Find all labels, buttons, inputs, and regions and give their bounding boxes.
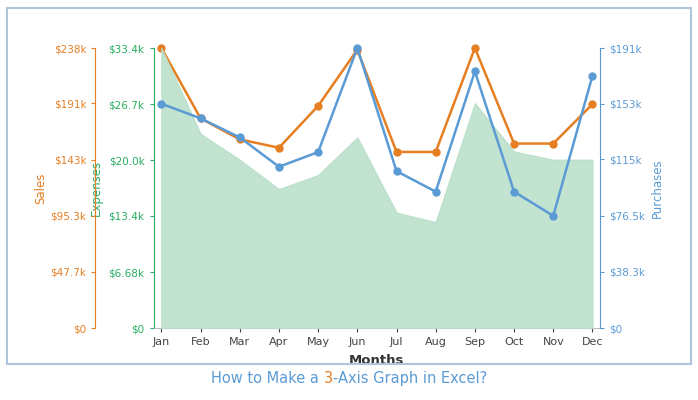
X-axis label: Months: Months xyxy=(349,354,405,367)
Y-axis label: Expenses: Expenses xyxy=(90,160,103,216)
Y-axis label: Purchases: Purchases xyxy=(651,158,664,218)
Text: How to Make a 3-Axis Graph in Excel?: How to Make a 3-Axis Graph in Excel? xyxy=(0,399,1,400)
Text: -Axis Graph in Excel?: -Axis Graph in Excel? xyxy=(333,371,487,386)
Y-axis label: Sales: Sales xyxy=(35,172,47,204)
Text: How to Make a: How to Make a xyxy=(211,371,324,386)
Text: 3: 3 xyxy=(324,371,333,386)
